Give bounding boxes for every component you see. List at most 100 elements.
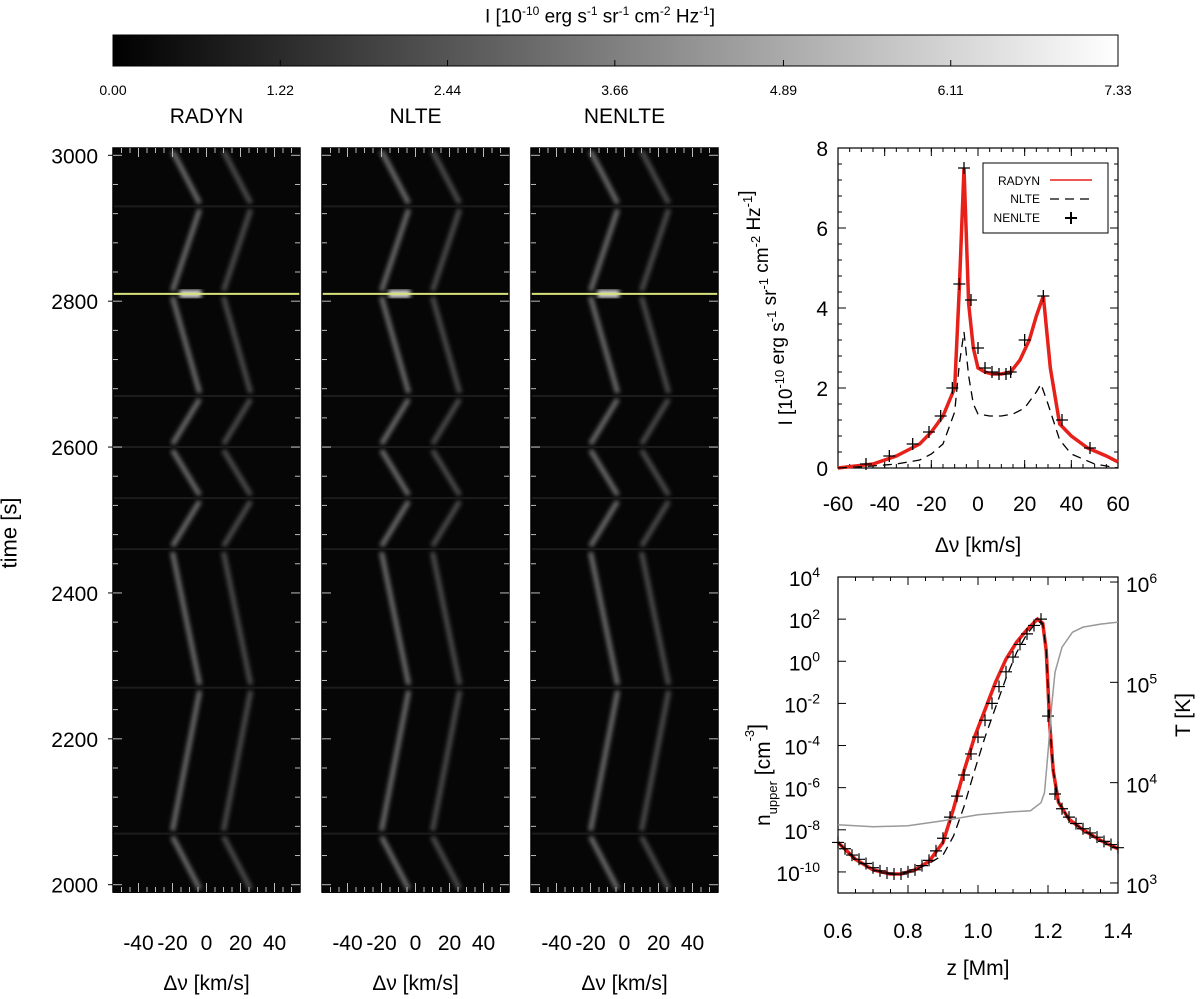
nenlte-marker <box>874 864 886 877</box>
spectrum-xtick-label: 20 <box>1013 493 1036 516</box>
heatmap-streak <box>170 499 202 548</box>
nenlte-marker <box>1014 638 1026 651</box>
spectrum-ytick-label: 8 <box>816 138 828 161</box>
nenlte-marker <box>895 868 907 881</box>
colorbar-tick-label: 2.44 <box>434 82 461 98</box>
heatmap-streak <box>170 397 202 446</box>
nenlte-marker <box>916 859 928 872</box>
heatmap-streak <box>379 149 411 205</box>
nenlte-marker <box>1091 831 1103 844</box>
heatmap-streak <box>430 448 462 497</box>
heatmap-panel-nenlte: -40 -20 0 20 40 NENLTE Δν [km/s] <box>530 105 719 995</box>
temperature-ytick-label: 105 <box>1126 670 1157 697</box>
nenlte-marker <box>1105 838 1117 851</box>
time-tick-label: 3000 <box>51 145 98 168</box>
temperature-ytick-label: 103 <box>1126 871 1157 898</box>
nenlte-marker <box>1084 826 1096 839</box>
heatmap-streak <box>430 208 463 292</box>
legend-box <box>982 162 1109 234</box>
legend-label: NLTE <box>1010 192 1040 206</box>
panel-xlabel: Δν [km/s] <box>581 972 667 995</box>
spectrum-xtick-label: -40 <box>869 493 899 516</box>
nenlte-marker <box>1056 414 1068 426</box>
heatmap-streak <box>379 208 412 292</box>
heatmap-xtick-label: 0 <box>410 932 422 955</box>
nenlte-marker <box>937 832 949 845</box>
nlte-line <box>837 331 1119 469</box>
heatmap-background <box>531 148 718 892</box>
nenlte-marker <box>883 450 896 462</box>
nenlte-marker <box>946 382 959 394</box>
heatmap-streak <box>221 551 254 686</box>
heatmap-streak <box>170 296 203 394</box>
temperature-ytick-label: 104 <box>1126 771 1157 798</box>
panel-title: NLTE <box>389 105 441 128</box>
heatmap-xtick-label: -20 <box>366 932 396 955</box>
heatmap-streak <box>588 296 621 394</box>
legend-label: NENLTE <box>994 211 1040 225</box>
heatmap-streak <box>639 551 672 686</box>
nenlte-marker <box>1063 811 1075 824</box>
nenlte-marker <box>881 866 893 879</box>
legend-label: RADYN <box>998 174 1040 188</box>
temperature-ytick-label: 106 <box>1126 570 1157 597</box>
nenlte-marker <box>965 747 977 760</box>
heatmap-streak <box>639 499 671 548</box>
heatmap-streak <box>639 835 671 891</box>
nenlte-marker <box>867 861 879 874</box>
nenlte-marker <box>923 854 935 867</box>
nenlte-marker <box>1018 334 1031 346</box>
nenlte-marker <box>902 865 914 878</box>
heatmap-streak <box>430 835 462 891</box>
spectrum-xtick-label: -60 <box>823 493 853 516</box>
panel-title: NENLTE <box>584 105 665 128</box>
density-ytick-label: 10-2 <box>784 690 820 717</box>
heatmap-streak <box>430 296 463 394</box>
spectrum-ytick-label: 2 <box>816 378 828 401</box>
density-ytick-label: 10-6 <box>784 775 820 802</box>
density-ytick-label: 104 <box>789 564 820 591</box>
nenlte-marker <box>860 857 872 870</box>
radyn-line <box>837 167 1119 470</box>
heatmap-streak <box>170 448 202 497</box>
nenlte-marker <box>1042 710 1054 723</box>
nenlte-marker <box>1037 290 1050 302</box>
heatmap-xtick-label: 20 <box>647 932 670 955</box>
heatmap-streak <box>639 448 671 497</box>
spectrum-ytick-label: 4 <box>816 298 828 321</box>
heatmap-streak <box>379 448 411 497</box>
nenlte-marker <box>1077 822 1089 835</box>
heatmap-panel-radyn: -40 -20 0 20 40 RADYN Δν [km/s] <box>112 105 301 995</box>
heatmap-xtick-label: -40 <box>332 932 362 955</box>
heatmap-streak <box>170 208 203 292</box>
nenlte-marker <box>906 438 919 450</box>
spectrum-legend: RADYN NLTE NENLTE <box>982 162 1109 234</box>
panel-xlabel: Δν [km/s] <box>372 972 458 995</box>
heatmap-streak <box>221 448 253 497</box>
spectrum-ylabel: I [10-10 erg s-1 sr-1 cm-2 Hz-1] <box>736 190 797 425</box>
heatmap-streak <box>588 397 620 446</box>
density-ytick-label: 10-10 <box>776 859 820 886</box>
density-xtick-label: 0.6 <box>823 920 852 943</box>
nenlte-marker <box>951 790 963 803</box>
density-xtick-label: 1.4 <box>1103 920 1133 943</box>
nenlte-marker <box>1056 802 1068 815</box>
heatmap-xtick-label: 40 <box>263 932 286 955</box>
nenlte-marker <box>979 362 991 374</box>
nenlte-marker <box>853 853 865 866</box>
panel-xlabel: Δν [km/s] <box>163 972 249 995</box>
heatmap-streak <box>588 149 620 205</box>
heatmap-streak <box>221 690 254 832</box>
nenlte-marker <box>923 426 935 438</box>
nenlte-marker <box>965 294 977 306</box>
nenlte-marker <box>909 863 921 876</box>
density-ytick-label: 100 <box>789 648 820 675</box>
density-ytick-label: 102 <box>789 606 820 633</box>
density-plot: 0.6 0.8 1.0 1.2 1.4 104 102 100 10-2 10-4 10-6 10-8… <box>742 564 1195 980</box>
nenlte-marker <box>1070 817 1082 830</box>
spectrum-ytick-label: 0 <box>816 458 828 481</box>
colorbar-tick-label: 6.11 <box>938 82 964 98</box>
nenlte-marker <box>972 342 984 354</box>
heatmap-streak <box>170 149 202 205</box>
